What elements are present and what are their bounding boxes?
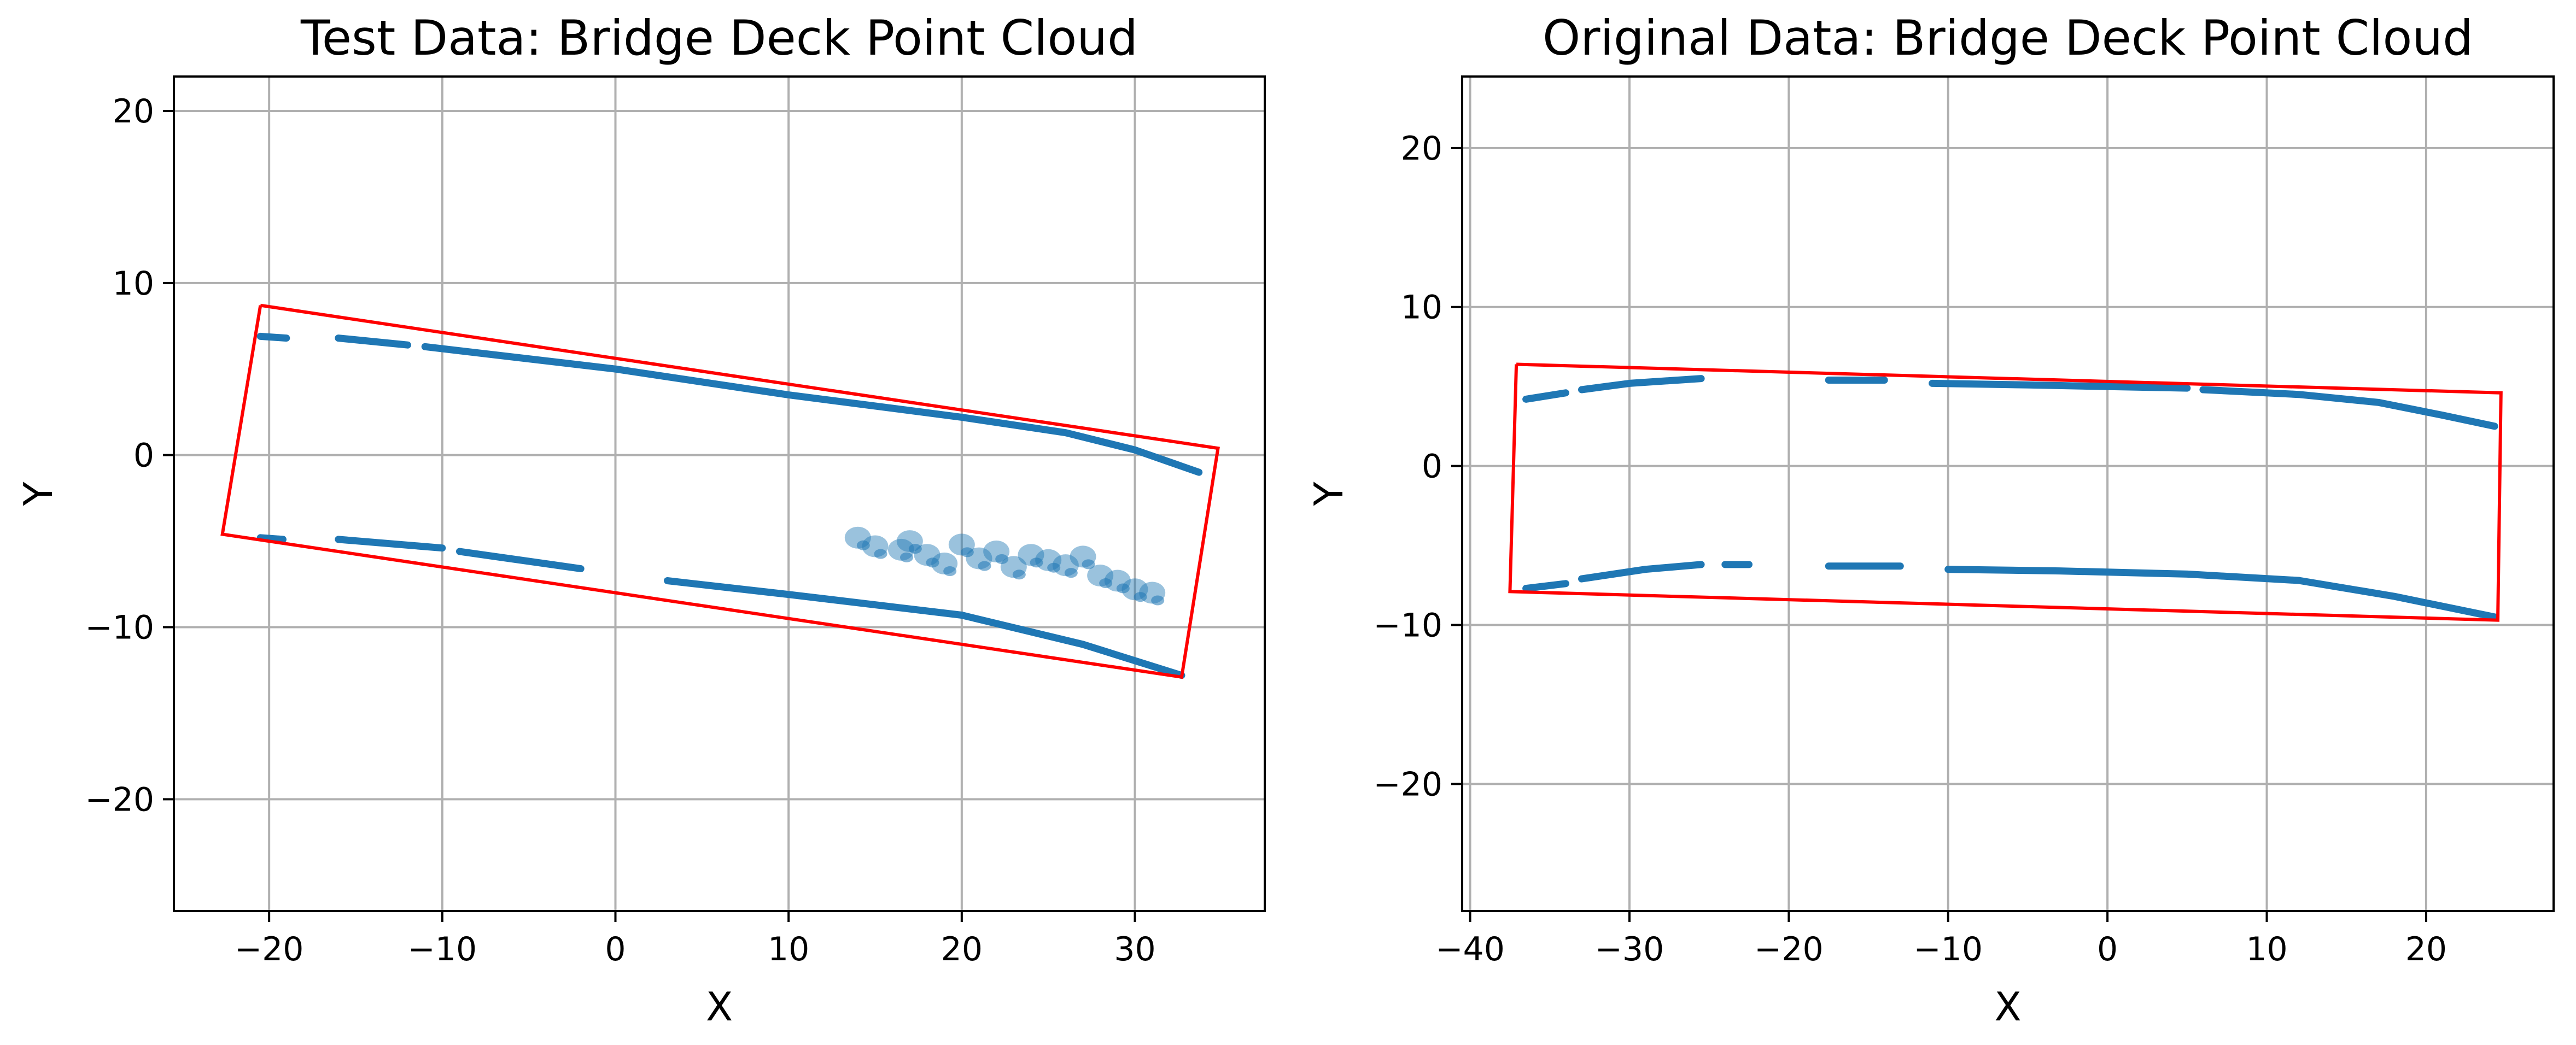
x-tick: 30 [1114,911,1156,968]
original-data-panel: −40 −30 −20 −10 0 10 20 −20 −10 0 10 20 Original Dat… [1306,10,2555,1030]
y-tick-label: −20 [1373,765,1442,803]
grid [174,77,1265,911]
y-tick-label: 10 [113,265,154,303]
bounding-polygon [220,303,1220,679]
y-tick: 20 [113,92,174,131]
point-strip [335,536,446,552]
point-strip [958,612,1185,679]
point-cloud [256,332,1203,679]
x-tick: −20 [1754,911,1824,968]
x-tick: −40 [1435,911,1505,968]
x-tick-label: 0 [605,930,626,968]
y-tick-label: −20 [85,780,154,819]
scatter-point [926,557,939,568]
scatter-point [1047,562,1061,573]
scatter-point [856,540,870,550]
axes-frame [173,75,1266,912]
scatter-point [900,552,913,562]
x-axis-label: X [1994,984,2021,1030]
x-tick: −10 [1913,911,1983,968]
x-tick-label: −10 [408,930,477,968]
point-strip [1522,580,1569,592]
y-tick: 10 [1401,289,1462,327]
x-tick-label: −20 [235,930,304,968]
point-strip [335,334,411,349]
x-tick: −30 [1595,911,1664,968]
y-tick: −20 [85,780,174,819]
axes-frame [1461,75,2555,912]
scatter-point [1064,568,1078,578]
x-tick: 0 [605,911,626,968]
x-tick-label: 30 [1114,930,1155,968]
x-tick-label: −40 [1435,930,1505,968]
x-tick: 0 [2097,911,2118,968]
chart-title: Original Data: Bridge Deck Point Cloud [1543,10,2473,66]
y-tick-label: −10 [1373,606,1442,644]
scatter-point [1012,570,1026,580]
point-strip [2199,386,2498,430]
y-tick: 0 [133,437,174,475]
point-strip [1929,379,2191,392]
scatter-point [960,547,974,557]
y-tick: 10 [113,265,174,303]
y-axis-label: Y [15,481,61,506]
y-tick-label: 20 [113,92,154,131]
x-tick: −20 [235,911,304,968]
point-strip [256,332,290,342]
scatter-point [908,544,922,554]
point-cloud [1522,375,2498,621]
y-tick: 20 [1401,130,1462,168]
x-tick: 10 [768,911,809,968]
y-tick-label: −10 [85,609,154,647]
y-tick: −10 [85,609,174,647]
scatter-point [1151,595,1165,606]
y-tick-label: 0 [133,437,154,475]
x-tick: 10 [2246,911,2288,968]
x-tick-label: −20 [1754,930,1824,968]
y-axis-label: Y [1306,481,1352,506]
point-strip [456,548,585,572]
point-strip [1944,566,2303,584]
x-tick-label: 10 [768,930,809,968]
scatter-point [874,549,887,559]
y-tick-label: 0 [1422,448,1442,486]
point-strip [2295,577,2498,621]
test-data-panel: −20 −10 0 10 20 30 −20 −10 0 10 20 Test Data: Bridg… [15,10,1266,1030]
point-strip [1578,561,1705,583]
x-tick-label: −30 [1595,930,1664,968]
scatter-point [1099,578,1113,589]
y-tick: −20 [1373,765,1462,803]
grid [1462,77,2554,911]
scatter-point [1030,557,1043,568]
x-tick-label: −10 [1913,930,1983,968]
x-axis-label: X [706,984,733,1030]
point-strip [1522,389,1569,403]
point-strip [421,343,1203,476]
y-tick: 0 [1422,448,1462,486]
point-strip [256,534,287,543]
x-tick-label: 20 [2405,930,2447,968]
scatter-point [1116,583,1130,594]
scatter-point [978,561,991,571]
y-tick: −10 [1373,606,1462,644]
x-tick-label: 10 [2246,930,2287,968]
point-strip [1578,375,1705,394]
point-strip [664,577,966,619]
y-tick-label: 20 [1401,130,1442,168]
scatter-point [995,554,1009,564]
scatter-point [943,566,957,577]
x-tick: 20 [941,911,983,968]
x-tick-label: 20 [941,930,983,968]
scatter-point [1134,592,1147,602]
y-tick-label: 10 [1401,289,1442,327]
x-tick: 20 [2405,911,2447,968]
x-tick-label: 0 [2097,930,2118,968]
bounding-polygon [1508,362,2503,622]
chart-title: Test Data: Bridge Deck Point Cloud [300,10,1138,66]
x-tick: −10 [408,911,477,968]
scatter-point [1082,559,1095,570]
